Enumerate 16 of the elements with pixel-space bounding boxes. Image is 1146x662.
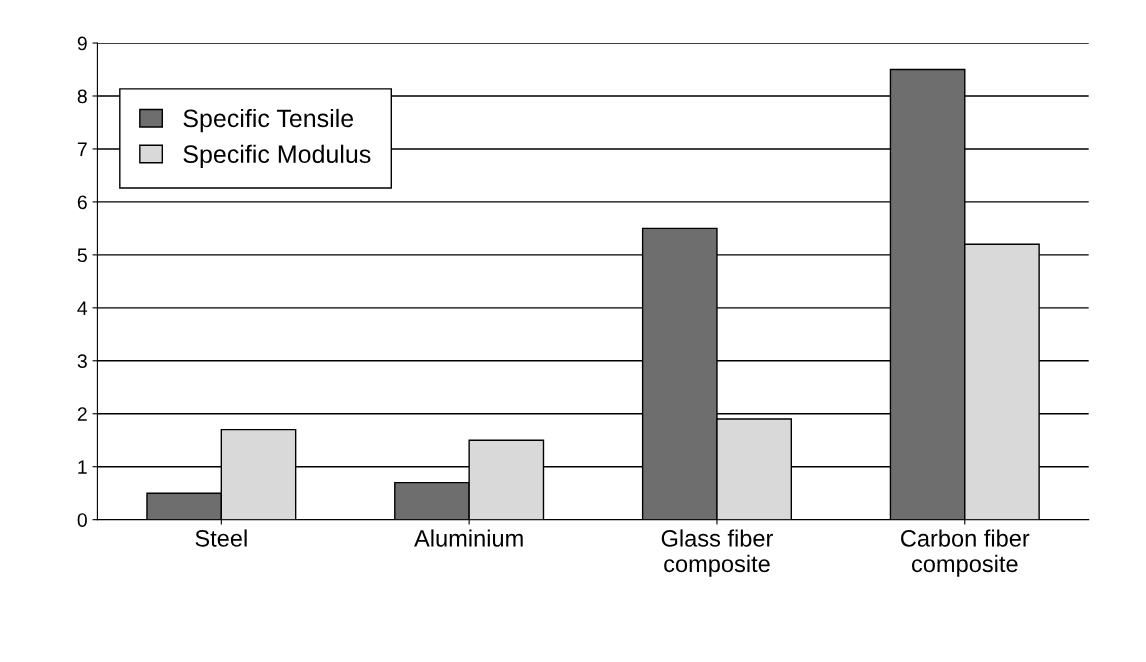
y-tick-label: 4 bbox=[77, 301, 88, 315]
x-tick-label: Aluminium bbox=[414, 529, 523, 547]
legend-label: Specific Modulus bbox=[183, 144, 371, 168]
y-tick-label: 9 bbox=[77, 36, 87, 51]
y-tick-label: 6 bbox=[77, 195, 87, 210]
y-tick-label: 0 bbox=[77, 513, 87, 527]
y-tick-label: 5 bbox=[77, 248, 87, 263]
y-tick-label: 7 bbox=[77, 142, 87, 156]
x-tick-label: Glass fiber composite bbox=[661, 529, 773, 577]
y-tick-label: 8 bbox=[77, 89, 87, 104]
legend-label: Specific Tensile bbox=[183, 108, 354, 133]
x-tick-label: Carbon fiber composite bbox=[901, 529, 1030, 577]
y-tick-label: 1 bbox=[78, 460, 87, 474]
y-tick-label: 3 bbox=[77, 354, 87, 369]
y-tick-label: 2 bbox=[77, 407, 87, 421]
x-tick-label: Steel bbox=[195, 529, 247, 547]
